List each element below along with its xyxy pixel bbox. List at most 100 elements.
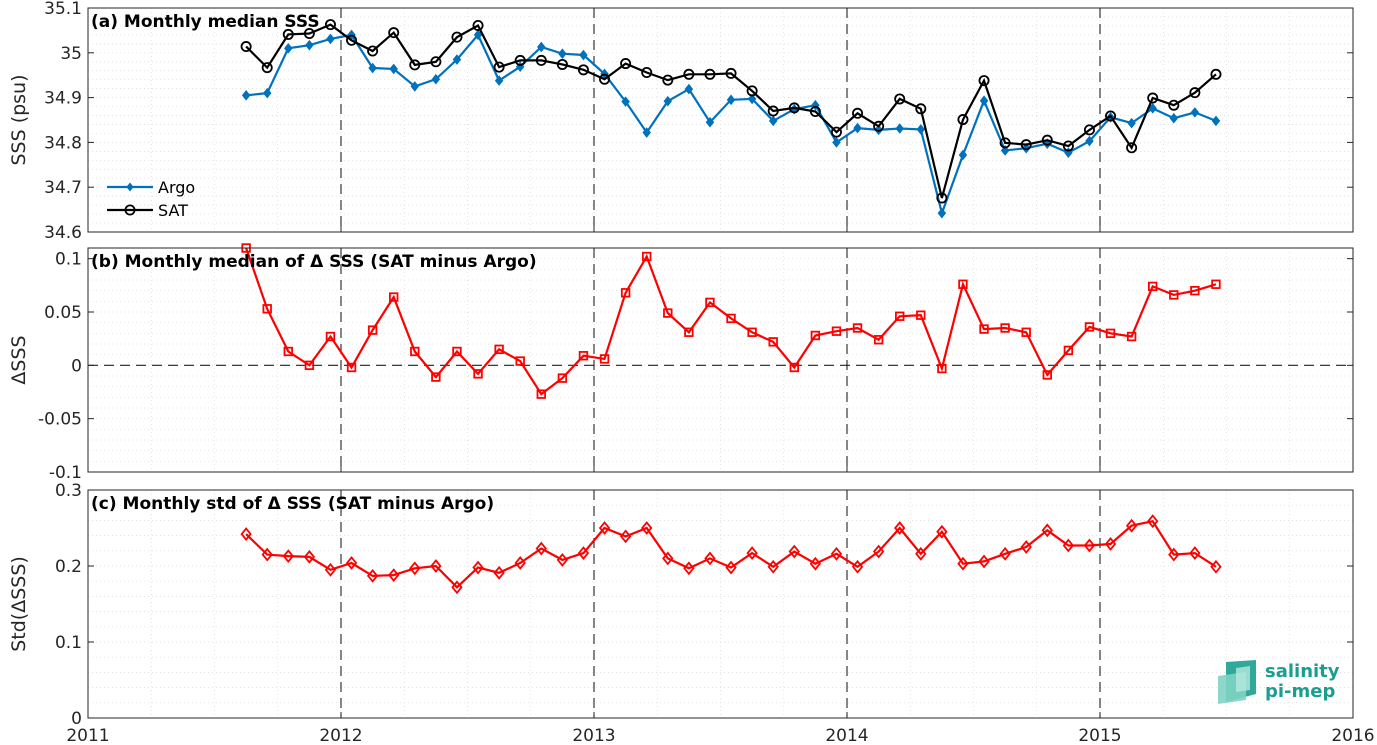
data-point — [725, 67, 737, 79]
panel-b: -0.1 -0.05 0 0.05 0.1 ΔSSS (b) Monthly median … — [8, 243, 1354, 483]
data-point — [303, 549, 316, 564]
y-tick-label: 34.6 — [44, 223, 82, 243]
data-point — [979, 324, 989, 334]
legend: Argo SAT — [107, 178, 195, 220]
data-point — [831, 326, 842, 336]
y-tick-label: 0.2 — [55, 557, 82, 577]
data-point — [958, 279, 968, 289]
legend-marker — [124, 204, 136, 216]
data-point — [872, 544, 885, 559]
data-point — [598, 521, 611, 535]
data-point — [621, 96, 630, 107]
data-point — [261, 547, 273, 562]
data-point — [957, 114, 969, 126]
data-point — [1169, 112, 1179, 124]
data-point — [852, 107, 864, 119]
data-point — [261, 62, 273, 74]
data-point — [240, 41, 252, 53]
data-point — [493, 61, 505, 73]
data-point — [535, 541, 547, 556]
data-point — [345, 556, 358, 570]
panel-title: (b) Monthly median of Δ SSS (SAT minus A… — [91, 252, 537, 272]
data-point — [726, 94, 736, 106]
data-point — [472, 19, 484, 31]
data-point — [1062, 140, 1074, 152]
data-point — [305, 39, 314, 51]
data-point — [1125, 518, 1138, 533]
data-point — [747, 327, 757, 337]
data-point — [747, 93, 757, 105]
x-tick-label: 2012 — [319, 726, 362, 745]
data-point — [1084, 322, 1095, 332]
data-point — [366, 568, 379, 583]
data-point — [663, 308, 673, 318]
data-point — [346, 362, 357, 373]
data-point — [789, 362, 799, 373]
y-tick-label: 0.05 — [44, 303, 82, 323]
data-point — [240, 527, 252, 542]
data-point — [388, 568, 400, 583]
data-point — [978, 75, 990, 87]
data-point — [768, 115, 778, 127]
data-point — [1126, 331, 1137, 342]
data-point — [324, 562, 337, 577]
y-tick-label: 35.1 — [44, 0, 82, 19]
data-point — [957, 556, 969, 571]
data-point — [1104, 537, 1117, 551]
data-point — [389, 63, 398, 75]
data-point — [282, 549, 294, 564]
y-axis-label: SSS (psu) — [8, 74, 30, 165]
y-tick-label: 0 — [71, 709, 82, 729]
data-point — [746, 85, 758, 97]
data-point — [853, 122, 862, 134]
data-point — [326, 33, 335, 45]
data-point — [325, 331, 336, 342]
data-point — [641, 521, 653, 535]
data-point — [262, 304, 272, 314]
x-tick-label: 2014 — [825, 726, 868, 745]
data-point — [556, 58, 568, 70]
data-point — [662, 74, 674, 86]
data-point — [704, 68, 716, 80]
data-point — [851, 559, 864, 574]
data-point — [1021, 142, 1031, 154]
x-tick-label: 2011 — [66, 726, 109, 745]
y-tick-label: 34.7 — [44, 178, 82, 198]
data-point — [852, 323, 863, 333]
data-point — [725, 560, 737, 575]
logo-text: pi-mep — [1265, 681, 1335, 702]
y-tick-label: 34.8 — [44, 133, 82, 153]
data-point — [577, 64, 589, 76]
data-point — [1085, 135, 1094, 147]
data-point — [895, 311, 905, 321]
data-point — [1000, 323, 1010, 333]
data-point — [514, 54, 526, 66]
data-point — [1020, 540, 1032, 554]
data-point — [577, 546, 590, 561]
data-point — [557, 373, 568, 383]
data-point — [619, 529, 632, 544]
data-point — [558, 48, 567, 59]
data-point — [473, 369, 483, 379]
data-point — [916, 310, 926, 320]
x-tick-label: 2016 — [1331, 726, 1374, 745]
data-point — [284, 43, 293, 54]
data-point — [1211, 115, 1221, 127]
data-point — [368, 62, 377, 74]
axes-box — [87, 489, 1354, 719]
data-point — [1189, 87, 1201, 99]
data-point — [1190, 107, 1200, 118]
data-point — [1168, 99, 1180, 111]
data-point — [1210, 559, 1222, 574]
data-point — [537, 41, 546, 53]
data-point — [599, 354, 610, 364]
y-tick-label: -0.1 — [49, 463, 82, 483]
data-point — [894, 93, 906, 105]
data-point — [705, 116, 715, 128]
data-point — [1105, 110, 1117, 122]
data-point — [303, 28, 315, 40]
data-point — [916, 124, 926, 135]
data-point — [324, 19, 336, 31]
data-point — [262, 87, 272, 99]
